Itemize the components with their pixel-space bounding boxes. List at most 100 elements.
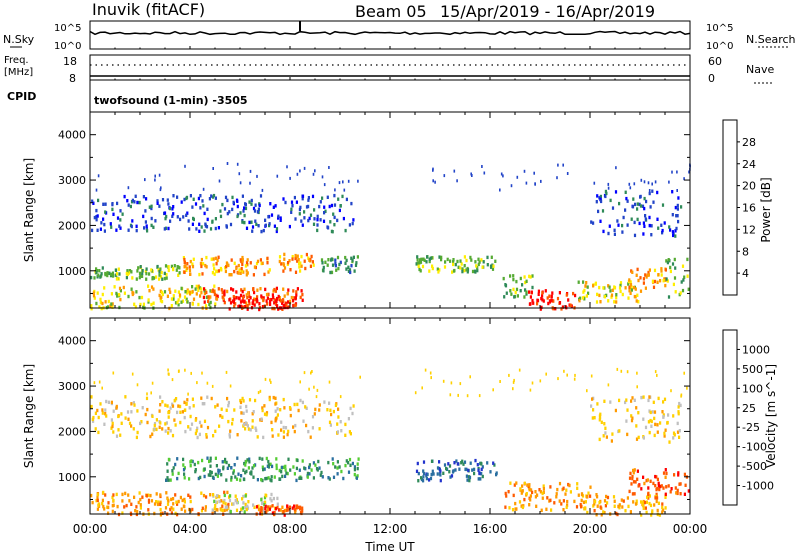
scatter-cell: [631, 416, 634, 420]
scatter-cell: [155, 500, 158, 504]
scatter-cell: [608, 224, 611, 228]
scatter-cell: [137, 500, 140, 505]
scatter-cell: [254, 426, 257, 430]
scatter-cell: [230, 478, 233, 482]
scatter-cell: [271, 428, 274, 432]
scatter-cell: [140, 295, 144, 300]
scatter-cell: [156, 502, 160, 507]
scatter-cell: [264, 223, 267, 227]
scatter-cell: [203, 291, 206, 295]
scatter-cell: [149, 493, 152, 498]
scatter-cell: [121, 499, 124, 503]
scatter-cell: [633, 220, 636, 225]
scatter-cell: [118, 286, 122, 291]
scatter-cell: [636, 267, 639, 272]
scatter-cell: [450, 381, 453, 385]
scatter-cell: [294, 511, 297, 515]
scatter-cell: [264, 477, 267, 481]
scatter-cell: [169, 429, 172, 433]
scatter-cell: [676, 203, 679, 208]
scatter-cell: [639, 276, 642, 280]
scatter-cell: [235, 266, 238, 271]
scatter-cell: [183, 295, 187, 299]
scatter-cell: [514, 507, 517, 511]
scatter-cell: [164, 264, 168, 268]
scatter-cell: [111, 271, 114, 275]
scatter-cell: [656, 496, 659, 500]
scatter-cell: [622, 215, 625, 220]
scatter-cell: [90, 404, 93, 409]
scatter-cell: [557, 163, 559, 167]
scatter-cell: [465, 268, 468, 272]
scatter-cell: [341, 194, 344, 199]
scatter-cell: [621, 230, 624, 234]
scatter-cell: [657, 273, 660, 277]
scatter-cell: [219, 414, 222, 418]
y-tick-label: 3000: [58, 380, 86, 393]
scatter-cell: [257, 391, 260, 395]
scatter-cell: [614, 408, 617, 413]
scatter-cell: [652, 481, 655, 486]
scatter-cell: [99, 300, 102, 305]
colorbar-tick-label: -1000: [742, 480, 774, 493]
scatter-cell: [631, 492, 634, 496]
scatter-cell: [629, 510, 632, 514]
scatter-cell: [262, 296, 265, 300]
scatter-cell: [167, 499, 170, 503]
scatter-cell: [229, 222, 233, 227]
scatter-cell: [566, 373, 568, 377]
scatter-cell: [538, 488, 541, 492]
scatter-cell: [618, 429, 621, 433]
scatter-cell: [211, 508, 214, 512]
scatter-cell: [677, 412, 680, 416]
scatter-cell: [189, 259, 192, 264]
scatter-cell: [321, 196, 324, 200]
scatter-cell: [284, 468, 287, 472]
scatter-cell: [263, 404, 266, 408]
scatter-cell: [196, 285, 200, 289]
scatter-cell: [253, 265, 256, 269]
scatter-cell: [327, 460, 330, 465]
scatter-cell: [239, 400, 243, 405]
scatter-cell: [417, 479, 420, 483]
scatter-cell: [229, 429, 232, 433]
scatter-cell: [196, 435, 199, 440]
scatter-cell: [169, 507, 172, 512]
scatter-cell: [312, 476, 315, 480]
scatter-cell: [117, 293, 121, 297]
scatter-cell: [589, 485, 592, 489]
scatter-cell: [664, 506, 667, 510]
scatter-cell: [215, 500, 218, 504]
scatter-cell: [144, 209, 147, 213]
scatter-cell: [112, 409, 115, 413]
scatter-cell: [242, 411, 245, 415]
scatter-cell: [219, 209, 222, 213]
scatter-cell: [512, 287, 515, 292]
scatter-cell: [460, 461, 463, 465]
scatter-cell: [531, 490, 534, 495]
scatter-cell: [276, 502, 279, 506]
scatter-cell: [270, 475, 273, 479]
scatter-cell: [114, 273, 117, 277]
scatter-cell: [285, 471, 288, 475]
scatter-cell: [276, 413, 279, 417]
scatter-cell: [135, 277, 138, 281]
scatter-cell: [90, 275, 93, 280]
scatter-cell: [603, 422, 606, 426]
scatter-cell: [296, 287, 299, 291]
scatter-cell: [643, 180, 646, 184]
scatter-cell: [635, 424, 638, 428]
scatter-cell: [294, 217, 297, 221]
scatter-cell: [177, 499, 180, 504]
scatter-cell: [532, 301, 535, 305]
scatter-cell: [294, 253, 297, 258]
scatter-cell: [224, 502, 227, 506]
scatter-cell: [298, 265, 301, 269]
scatter-cell: [136, 269, 139, 273]
scatter-cell: [348, 223, 351, 227]
scatter-cell: [246, 424, 249, 428]
colorbar-tick-label: 20: [742, 180, 756, 193]
scatter-cell: [131, 198, 134, 203]
scatter-cell: [111, 424, 114, 429]
